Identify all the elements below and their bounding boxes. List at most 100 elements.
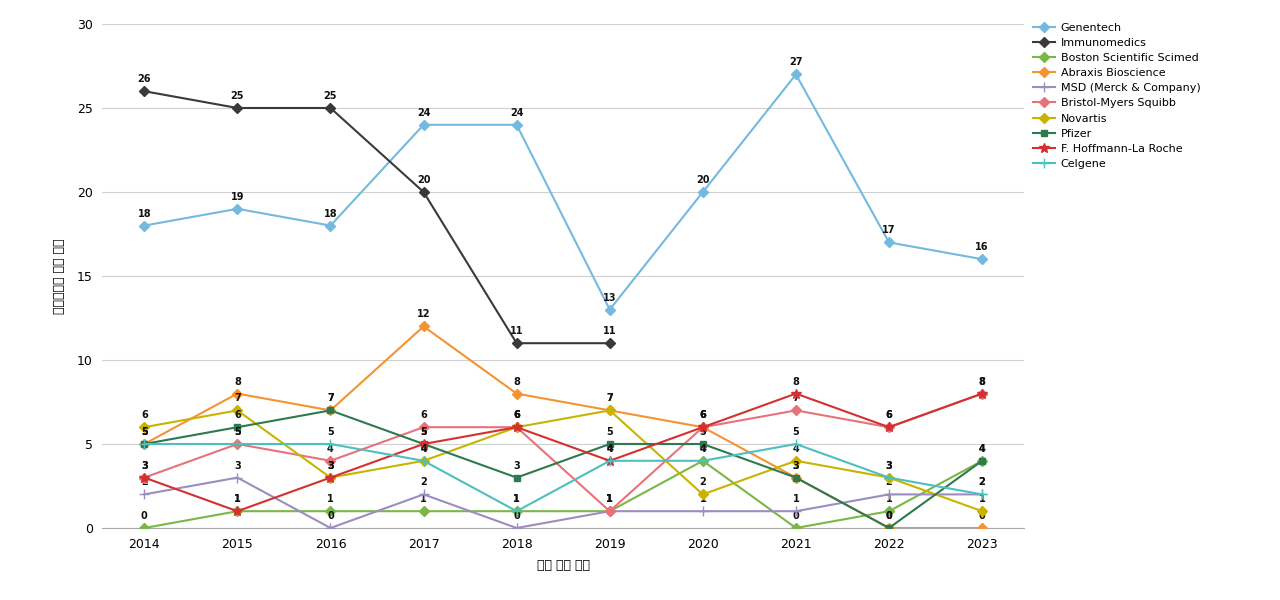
Text: 6: 6 bbox=[699, 410, 707, 420]
Novartis bbox=[695, 491, 710, 498]
Text: 1: 1 bbox=[328, 494, 334, 504]
Text: 5: 5 bbox=[234, 427, 241, 437]
Text: 5: 5 bbox=[141, 427, 147, 437]
Text: 7: 7 bbox=[792, 394, 799, 403]
Text: 4: 4 bbox=[607, 444, 613, 454]
F. Hoffmann-La Roche bbox=[788, 390, 804, 397]
Genentech bbox=[974, 256, 989, 263]
F. Hoffmann-La Roche bbox=[416, 440, 431, 448]
MSD (Merck & Company) bbox=[416, 491, 431, 498]
Text: 0: 0 bbox=[886, 511, 892, 521]
Abraxis Bioscience bbox=[416, 323, 431, 330]
F. Hoffmann-La Roche bbox=[509, 424, 525, 431]
F. Hoffmann-La Roche bbox=[602, 457, 617, 464]
MSD (Merck & Company) bbox=[509, 524, 525, 532]
Y-axis label: 등록항목별 특허 건수: 등록항목별 특허 건수 bbox=[52, 238, 65, 314]
Celgene bbox=[602, 457, 617, 464]
Text: 5: 5 bbox=[141, 427, 147, 437]
Text: 26: 26 bbox=[137, 74, 151, 84]
Abraxis Bioscience bbox=[323, 407, 338, 414]
Text: 19: 19 bbox=[230, 192, 244, 202]
Novartis bbox=[788, 457, 804, 464]
Novartis bbox=[323, 474, 338, 481]
Text: 1: 1 bbox=[607, 494, 613, 504]
Line: Pfizer: Pfizer bbox=[141, 407, 986, 532]
Novartis bbox=[137, 424, 152, 431]
Text: 3: 3 bbox=[513, 461, 520, 470]
Abraxis Bioscience bbox=[229, 390, 244, 397]
Novartis bbox=[229, 407, 244, 414]
MSD (Merck & Company) bbox=[137, 491, 152, 498]
MSD (Merck & Company) bbox=[602, 508, 617, 515]
Genentech bbox=[788, 71, 804, 78]
Abraxis Bioscience bbox=[882, 524, 897, 532]
Text: 11: 11 bbox=[509, 326, 524, 336]
Novartis bbox=[416, 457, 431, 464]
Text: 1: 1 bbox=[607, 494, 613, 504]
Line: MSD (Merck & Company): MSD (Merck & Company) bbox=[140, 473, 987, 533]
Text: 2: 2 bbox=[979, 478, 986, 487]
Text: 1: 1 bbox=[792, 494, 799, 504]
Text: 6: 6 bbox=[141, 410, 147, 420]
Text: 4: 4 bbox=[699, 444, 707, 454]
Text: 6: 6 bbox=[513, 410, 520, 420]
Text: 6: 6 bbox=[699, 410, 707, 420]
Bristol-Myers Squibb bbox=[137, 474, 152, 481]
Text: 20: 20 bbox=[417, 175, 430, 185]
Pfizer bbox=[229, 424, 244, 431]
Bristol-Myers Squibb bbox=[602, 508, 617, 515]
Text: 2: 2 bbox=[886, 478, 892, 487]
Text: 7: 7 bbox=[328, 394, 334, 403]
Text: 8: 8 bbox=[513, 377, 520, 386]
Text: 24: 24 bbox=[417, 108, 430, 118]
Text: 1: 1 bbox=[420, 494, 428, 504]
Line: Boston Scientific Scimed: Boston Scientific Scimed bbox=[141, 457, 986, 532]
Celgene bbox=[974, 491, 989, 498]
Text: 2: 2 bbox=[979, 478, 986, 487]
Line: Immunomedics: Immunomedics bbox=[141, 88, 613, 347]
MSD (Merck & Company) bbox=[229, 474, 244, 481]
Text: 7: 7 bbox=[234, 394, 241, 403]
Celgene bbox=[229, 440, 244, 448]
MSD (Merck & Company) bbox=[788, 508, 804, 515]
MSD (Merck & Company) bbox=[974, 491, 989, 498]
Abraxis Bioscience bbox=[602, 407, 617, 414]
Text: 2: 2 bbox=[420, 478, 428, 487]
Text: 1: 1 bbox=[979, 494, 986, 504]
Text: 4: 4 bbox=[792, 444, 799, 454]
Text: 4: 4 bbox=[607, 444, 613, 454]
Legend: Genentech, Immunomedics, Boston Scientific Scimed, Abraxis Bioscience, MSD (Merc: Genentech, Immunomedics, Boston Scientif… bbox=[1029, 19, 1203, 172]
Abraxis Bioscience bbox=[974, 524, 989, 532]
Abraxis Bioscience bbox=[695, 424, 710, 431]
Text: 4: 4 bbox=[420, 444, 428, 454]
Text: 6: 6 bbox=[513, 410, 520, 420]
Line: Novartis: Novartis bbox=[141, 407, 986, 515]
Immunomedics bbox=[509, 340, 525, 347]
Pfizer bbox=[509, 474, 525, 481]
Text: 3: 3 bbox=[792, 461, 799, 470]
F. Hoffmann-La Roche bbox=[882, 424, 897, 431]
Text: 3: 3 bbox=[792, 461, 799, 470]
Text: 27: 27 bbox=[790, 58, 803, 67]
Boston Scientific Scimed bbox=[602, 508, 617, 515]
Bristol-Myers Squibb bbox=[509, 424, 525, 431]
Novartis bbox=[882, 474, 897, 481]
Text: 1: 1 bbox=[234, 494, 241, 504]
Text: 4: 4 bbox=[328, 444, 334, 454]
Boston Scientific Scimed bbox=[695, 457, 710, 464]
Genentech bbox=[882, 239, 897, 246]
Text: 12: 12 bbox=[417, 310, 430, 319]
Line: F. Hoffmann-La Roche: F. Hoffmann-La Roche bbox=[140, 389, 987, 516]
Celgene bbox=[788, 440, 804, 448]
MSD (Merck & Company) bbox=[882, 491, 897, 498]
Text: 3: 3 bbox=[234, 461, 241, 470]
Text: 5: 5 bbox=[699, 427, 707, 437]
Line: Abraxis Bioscience: Abraxis Bioscience bbox=[141, 323, 986, 532]
Text: 13: 13 bbox=[603, 293, 617, 302]
Pfizer bbox=[323, 407, 338, 414]
Text: 5: 5 bbox=[328, 427, 334, 437]
Text: 4: 4 bbox=[979, 444, 986, 454]
Text: 1: 1 bbox=[886, 494, 892, 504]
MSD (Merck & Company) bbox=[695, 508, 710, 515]
Celgene bbox=[695, 457, 710, 464]
